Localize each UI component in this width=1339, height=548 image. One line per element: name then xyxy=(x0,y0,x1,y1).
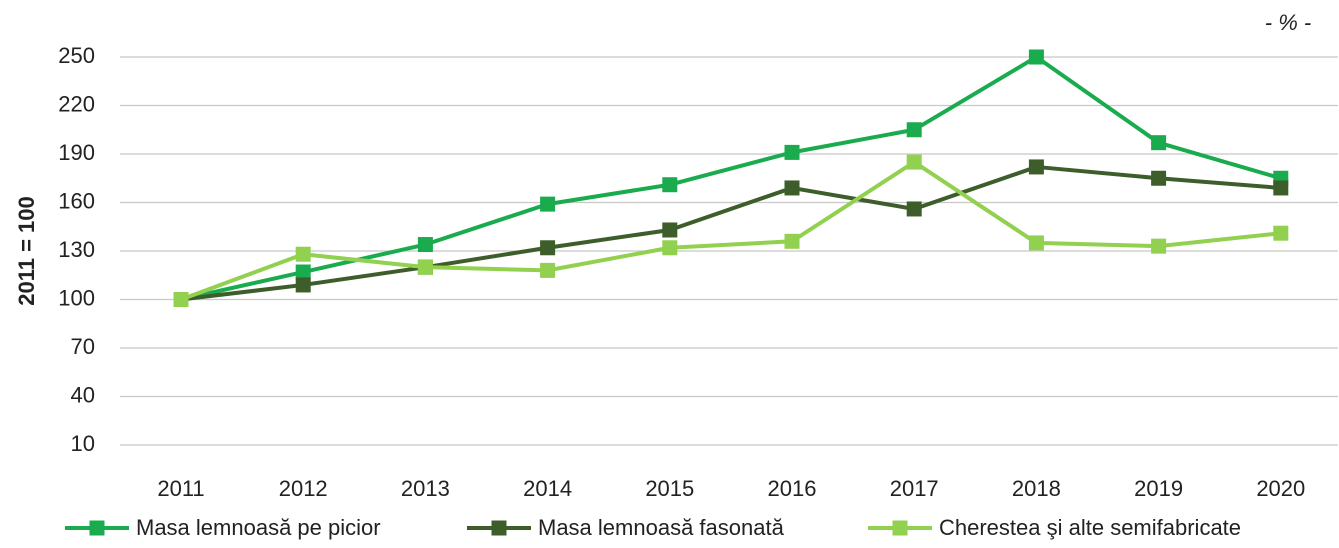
x-tick-label: 2012 xyxy=(279,476,328,501)
point-marker xyxy=(906,154,922,170)
point-marker xyxy=(540,262,556,278)
point-marker xyxy=(540,240,556,256)
point-marker xyxy=(540,196,556,212)
point-marker xyxy=(295,246,311,262)
point-marker xyxy=(1151,135,1167,151)
y-tick-label: 130 xyxy=(58,237,95,262)
point-marker xyxy=(417,259,433,275)
x-tick-label: 2020 xyxy=(1256,476,1305,501)
point-marker xyxy=(784,144,800,160)
point-marker xyxy=(784,180,800,196)
legend-label: Masa lemnoasă fasonată xyxy=(538,515,785,540)
y-tick-label: 250 xyxy=(58,43,95,68)
y-tick-label: 10 xyxy=(71,431,95,456)
point-marker xyxy=(662,177,678,193)
point-marker xyxy=(1273,225,1289,241)
x-tick-label: 2013 xyxy=(401,476,450,501)
point-marker xyxy=(295,277,311,293)
point-marker xyxy=(662,240,678,256)
legend-marker xyxy=(491,520,507,536)
point-marker xyxy=(1028,49,1044,65)
x-tick-label: 2017 xyxy=(890,476,939,501)
y-tick-label: 220 xyxy=(58,91,95,116)
y-tick-label: 70 xyxy=(71,334,95,359)
y-tick-label: 100 xyxy=(58,285,95,310)
point-marker xyxy=(173,292,189,307)
unit-label: - % - xyxy=(1265,10,1311,35)
y-tick-label: 160 xyxy=(58,188,95,213)
legend-label: Cherestea şi alte semifabricate xyxy=(939,515,1241,540)
series-line xyxy=(180,55,1282,302)
legend-marker xyxy=(892,520,908,536)
point-marker xyxy=(662,222,678,238)
point-marker xyxy=(1151,238,1167,254)
series-line xyxy=(180,164,1281,302)
x-tick-label: 2016 xyxy=(768,476,817,501)
point-marker xyxy=(295,264,311,280)
point-marker xyxy=(1273,180,1289,196)
y-tick-label: 190 xyxy=(58,140,95,165)
point-marker xyxy=(1028,235,1044,251)
x-tick-label: 2015 xyxy=(645,476,694,501)
y-tick-label: 40 xyxy=(71,382,95,407)
legend-label: Masa lemnoasă pe picior xyxy=(136,515,381,540)
x-tick-label: 2019 xyxy=(1134,476,1183,501)
x-tick-label: 2011 xyxy=(157,476,204,501)
point-marker xyxy=(906,122,922,138)
point-marker xyxy=(417,237,433,253)
point-marker xyxy=(906,201,922,217)
x-tick-label: 2014 xyxy=(523,476,572,501)
series-line xyxy=(180,160,1282,302)
legend-marker xyxy=(89,520,105,536)
x-tick-label: 2018 xyxy=(1012,476,1061,501)
point-marker xyxy=(1151,170,1167,186)
point-marker xyxy=(1028,159,1044,175)
point-marker xyxy=(784,233,800,249)
y-axis-label: 2011 = 100 xyxy=(14,196,39,306)
